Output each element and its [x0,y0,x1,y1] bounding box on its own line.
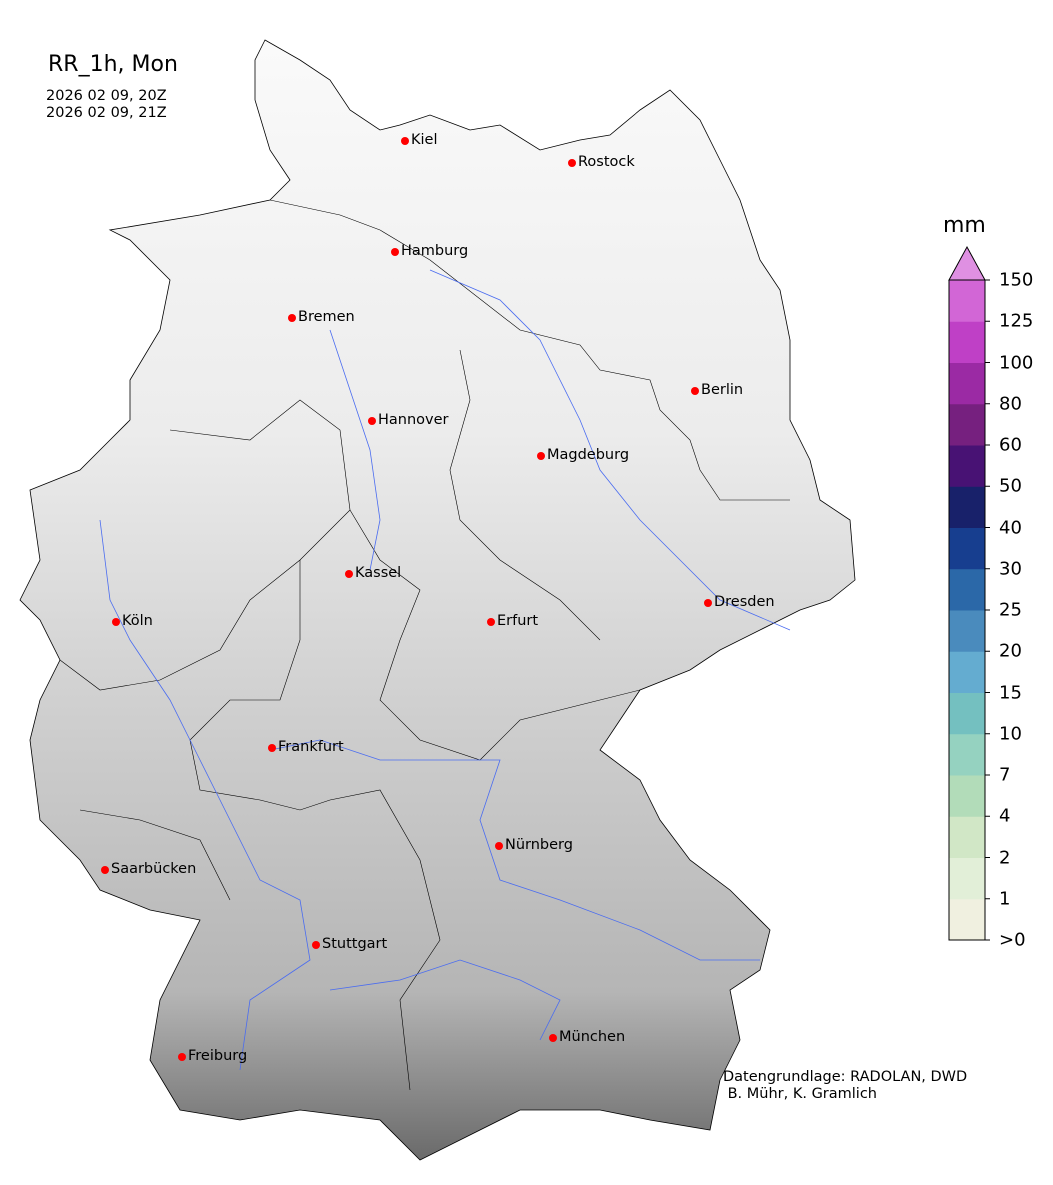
colorbar-segment [949,857,985,900]
city-marker [391,248,399,256]
city-label: Saarbücken [111,861,197,877]
colorbar-tick-label: 2 [999,847,1011,868]
city-marker [401,137,409,145]
city-label: Nürnberg [505,837,573,853]
city-label: Rostock [578,154,635,170]
city-marker [268,744,276,752]
city-marker [312,941,320,949]
germany-outline [19,39,856,1161]
colorbar-tick-label: 40 [999,517,1022,538]
city-marker [487,618,495,626]
city-label: Hamburg [401,243,469,259]
time-end: 2026 02 09, 21Z [46,105,167,121]
city-marker [495,842,503,850]
city-marker [345,570,353,578]
colorbar-segment [949,651,985,693]
colorbar-tick-label: 80 [999,393,1022,415]
colorbar-segment [949,816,985,858]
colorbar-tick-label: 4 [999,805,1011,827]
state-borders [59,199,790,1091]
colorbar-tick-label: >0 [999,929,1026,951]
colorbar-tick-label: 25 [999,599,1022,621]
city-label: Freiburg [188,1048,248,1064]
city-marker [101,866,109,874]
city-marker [549,1034,557,1042]
city-label: Kiel [411,132,438,148]
city-label: Bremen [298,309,355,325]
colorbar-tick-label: 7 [999,764,1011,786]
colorbar-tick-label: 20 [999,640,1022,662]
city-label: Dresden [714,594,775,610]
colorbar-tick-label: 10 [999,723,1022,745]
city-label: Erfurt [497,613,539,629]
city-label: München [559,1029,626,1045]
city-marker [368,417,376,425]
city-label: Magdeburg [547,447,630,463]
city-marker [691,387,699,395]
colorbar-tick-label: 30 [999,558,1022,580]
credit-line-1: Datengrundlage: RADOLAN, DWD [723,1069,968,1085]
city-label: Köln [122,613,153,629]
city-marker [178,1053,186,1061]
colorbar-segment [949,527,985,570]
city-marker [288,314,296,322]
colorbar-segment [949,898,985,941]
colorbar-unit: mm [943,213,986,238]
city-label: Frankfurt [278,739,344,755]
city-label: Kassel [355,565,402,581]
colorbar-segment [949,280,985,322]
time-start: 2026 02 09, 20Z [46,88,167,104]
city-marker [112,618,120,626]
map-title: RR_1h, Mon [48,52,178,77]
city-markers [101,137,712,1061]
rivers [99,269,791,1071]
credit: Datengrundlage: RADOLAN, DWD B. Mühr, K.… [723,1069,967,1103]
colorbar-tick-label: 1 [999,888,1011,910]
city-marker [537,452,545,460]
city-label: Stuttgart [322,936,388,952]
colorbar-segment [949,610,985,652]
colorbar-tick-label: 125 [999,310,1034,332]
city-marker [568,159,576,167]
colorbar-segment [949,362,985,405]
colorbar-tick-label: 50 [999,475,1022,497]
city-marker [704,599,712,607]
colorbar-segment [949,403,985,446]
colorbar-tick-label: 15 [999,682,1022,703]
credit-line-2: B. Mühr, K. Gramlich [723,1086,877,1102]
city-label: Berlin [701,382,744,398]
colorbar-tick-label: 150 [999,269,1034,291]
colorbar-tick-label: 100 [999,352,1034,373]
city-label: Hannover [378,412,449,428]
colorbar-segment [949,692,985,735]
colorbar-segment [949,568,985,611]
colorbar-segment [949,733,985,776]
colorbar-segment [949,445,985,487]
colorbar-extend-arrow [948,245,986,281]
colorbar [948,245,990,941]
colorbar-segment [949,321,985,363]
colorbar-tick-label: 60 [999,434,1022,456]
colorbar-segment [949,775,985,817]
colorbar-segment [949,486,985,528]
